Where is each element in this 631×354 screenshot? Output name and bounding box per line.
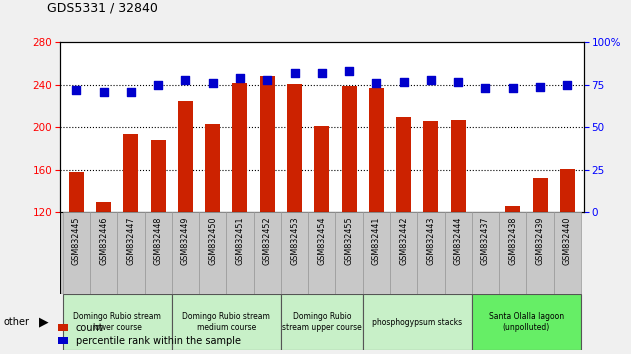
Bar xyxy=(260,76,274,212)
Bar xyxy=(90,212,117,294)
Point xyxy=(317,70,327,76)
Text: Domingo Rubio stream
lower course: Domingo Rubio stream lower course xyxy=(73,312,161,332)
Bar xyxy=(423,121,439,212)
Bar xyxy=(69,172,84,212)
Bar xyxy=(369,88,384,212)
Text: GSM832445: GSM832445 xyxy=(72,216,81,265)
Bar xyxy=(560,169,575,212)
Bar xyxy=(390,212,417,294)
Text: GSM832455: GSM832455 xyxy=(345,216,353,265)
Bar xyxy=(533,178,548,212)
Bar xyxy=(499,212,526,294)
Bar xyxy=(117,212,144,294)
Text: GDS5331 / 32840: GDS5331 / 32840 xyxy=(47,1,158,14)
Text: GSM832452: GSM832452 xyxy=(262,216,272,265)
Point xyxy=(371,80,381,86)
Bar xyxy=(505,206,520,212)
Bar xyxy=(199,212,227,294)
Bar xyxy=(336,212,363,294)
Text: Domingo Rubio stream
medium course: Domingo Rubio stream medium course xyxy=(182,312,270,332)
Point xyxy=(453,79,463,84)
Bar xyxy=(62,212,90,294)
Bar xyxy=(205,124,220,212)
Text: GSM832442: GSM832442 xyxy=(399,216,408,265)
Point xyxy=(399,79,409,84)
Bar xyxy=(172,294,281,350)
Text: GSM832443: GSM832443 xyxy=(427,216,435,265)
Text: GSM832438: GSM832438 xyxy=(508,216,517,265)
Point xyxy=(535,84,545,90)
Bar xyxy=(144,212,172,294)
Text: ▶: ▶ xyxy=(39,316,49,329)
Point xyxy=(208,80,218,86)
Text: GSM832448: GSM832448 xyxy=(153,216,163,265)
Bar xyxy=(124,134,138,212)
Text: GSM832440: GSM832440 xyxy=(563,216,572,265)
Bar xyxy=(287,84,302,212)
Point xyxy=(235,75,245,81)
Bar xyxy=(227,212,254,294)
Bar xyxy=(151,140,166,212)
Bar xyxy=(178,101,193,212)
Point xyxy=(426,77,436,83)
Text: other: other xyxy=(3,317,29,327)
Bar xyxy=(526,212,553,294)
Text: GSM832454: GSM832454 xyxy=(317,216,326,265)
Bar xyxy=(472,212,499,294)
Text: GSM832450: GSM832450 xyxy=(208,216,217,265)
Bar xyxy=(445,212,472,294)
Point xyxy=(480,86,490,91)
Point xyxy=(71,87,81,93)
Text: GSM832444: GSM832444 xyxy=(454,216,463,265)
Bar xyxy=(96,202,111,212)
Legend: count, percentile rank within the sample: count, percentile rank within the sample xyxy=(59,323,241,346)
Text: GSM832449: GSM832449 xyxy=(181,216,190,265)
Text: GSM832439: GSM832439 xyxy=(536,216,545,265)
Bar xyxy=(472,294,581,350)
Point xyxy=(562,82,572,88)
Bar xyxy=(232,83,247,212)
Bar xyxy=(451,120,466,212)
Bar xyxy=(281,212,308,294)
Bar xyxy=(281,294,363,350)
Bar xyxy=(363,212,390,294)
Point xyxy=(126,89,136,95)
Bar xyxy=(308,212,336,294)
Bar xyxy=(396,117,411,212)
Point xyxy=(153,82,163,88)
Text: GSM832437: GSM832437 xyxy=(481,216,490,265)
Point xyxy=(180,77,191,83)
Bar xyxy=(314,126,329,212)
Bar xyxy=(553,212,581,294)
Point xyxy=(262,77,273,83)
Point xyxy=(508,86,518,91)
Text: phosphogypsum stacks: phosphogypsum stacks xyxy=(372,318,463,327)
Bar xyxy=(417,212,445,294)
Bar xyxy=(254,212,281,294)
Bar xyxy=(62,294,172,350)
Point xyxy=(98,89,109,95)
Text: GSM832441: GSM832441 xyxy=(372,216,381,265)
Text: GSM832447: GSM832447 xyxy=(126,216,136,265)
Text: GSM832446: GSM832446 xyxy=(99,216,108,265)
Bar xyxy=(341,86,357,212)
Text: GSM832451: GSM832451 xyxy=(235,216,244,265)
Bar xyxy=(172,212,199,294)
Text: Domingo Rubio
stream upper course: Domingo Rubio stream upper course xyxy=(282,312,362,332)
Point xyxy=(290,70,300,76)
Point xyxy=(344,69,354,74)
Text: GSM832453: GSM832453 xyxy=(290,216,299,265)
Text: Santa Olalla lagoon
(unpolluted): Santa Olalla lagoon (unpolluted) xyxy=(489,312,564,332)
Bar xyxy=(363,294,472,350)
